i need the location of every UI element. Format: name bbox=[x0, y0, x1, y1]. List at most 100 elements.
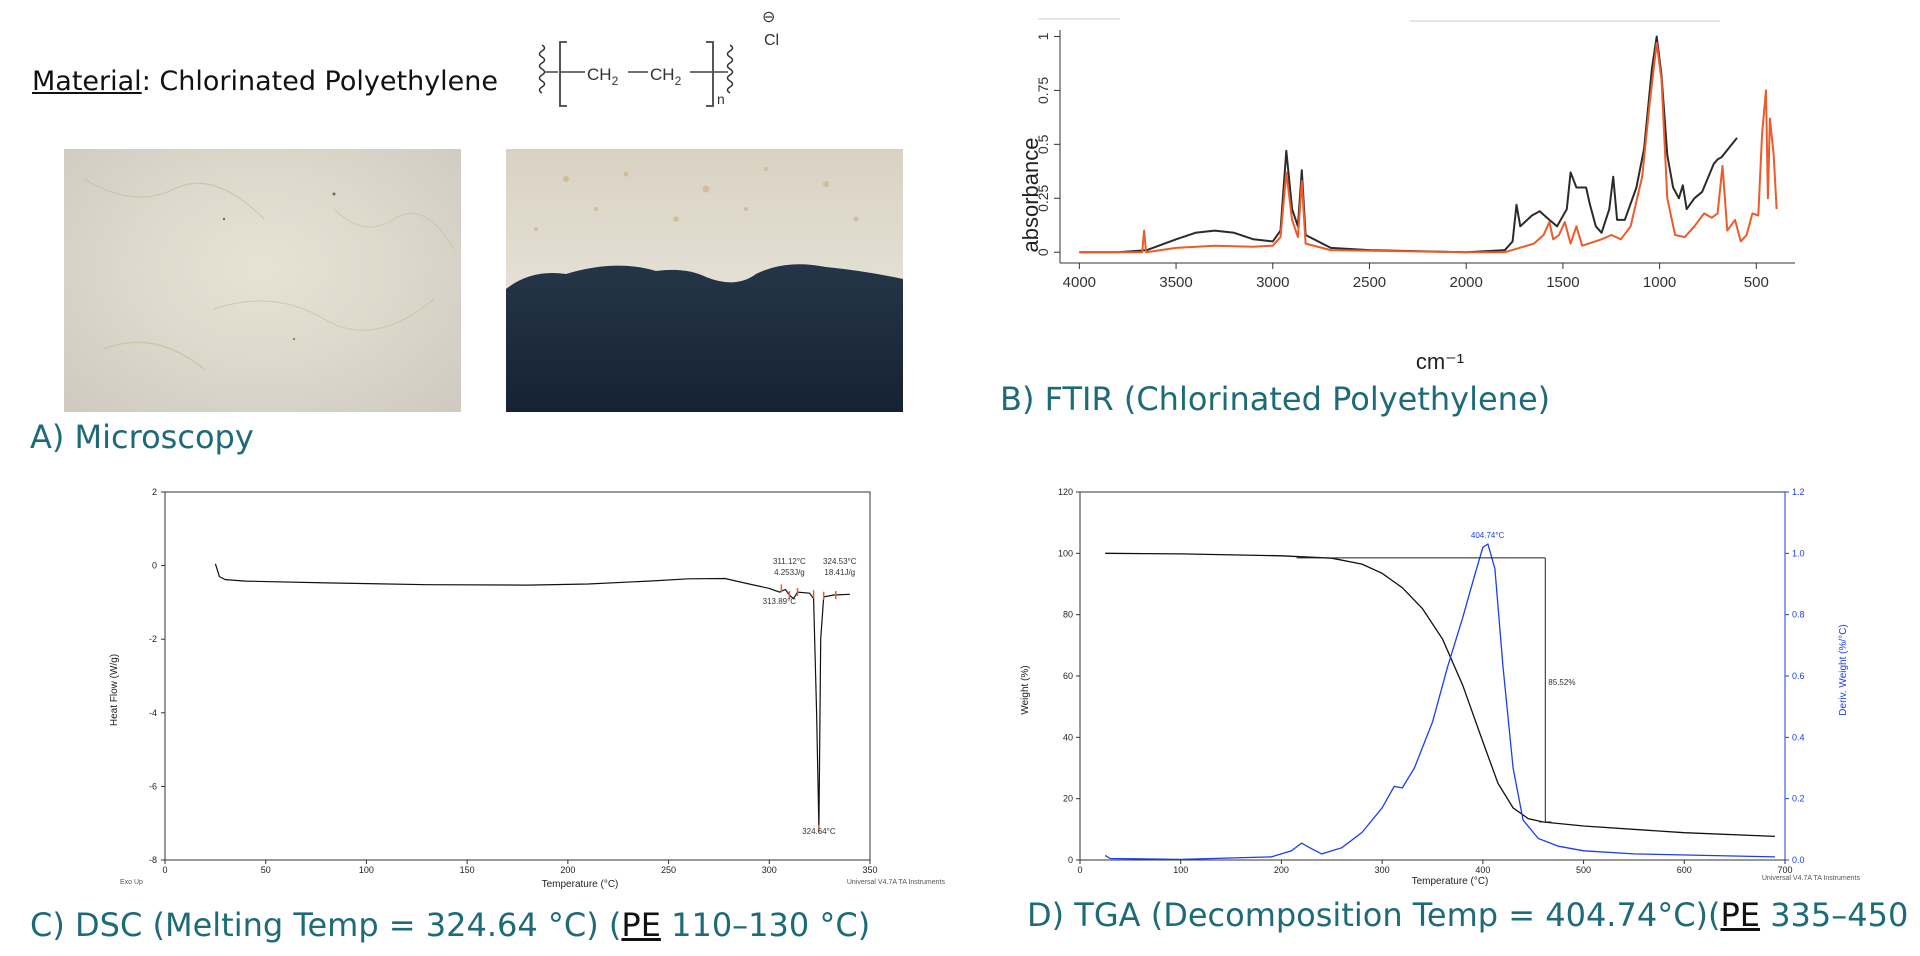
tga-annotations: 404.74°C 85.52% bbox=[1296, 531, 1575, 823]
tga-y2tick-label: 0.2 bbox=[1792, 794, 1805, 804]
dsc-frame bbox=[164, 491, 871, 861]
ftir-ytick-label: 0 bbox=[1035, 248, 1051, 256]
tga-ytick-label: 40 bbox=[1063, 732, 1073, 742]
dsc-annotation: 313.89°C bbox=[763, 597, 797, 606]
tga-chart: 0 20 40 60 80 100 120 0.0 0.2 0.4 0.6 0.8 1.0 1.2 0 100… bbox=[1020, 487, 1861, 887]
dsc-annotations: 311.12°C 4.253J/g 324.53°C 18.41J/g 313.89°C… bbox=[763, 557, 857, 836]
tga-xtick-label: 500 bbox=[1576, 865, 1591, 875]
ch2-group-1: CH bbox=[587, 65, 612, 84]
tga-xtick-label: 700 bbox=[1777, 865, 1792, 875]
dsc-ytick-label: -6 bbox=[149, 781, 157, 791]
ftir-xtick-label: 500 bbox=[1744, 274, 1769, 291]
caption-dsc-main: C) DSC (Melting Temp = 324.64 °C) ( bbox=[30, 906, 622, 944]
caption-tga-pe: PE bbox=[1720, 896, 1761, 934]
dsc-xtick-label: 350 bbox=[862, 865, 877, 875]
structural-formula: CH2 CH2 n ⊖ Cl bbox=[538, 9, 779, 107]
dsc-annotation: 324.53°C bbox=[823, 557, 857, 566]
tga-y2tick-label: 0.4 bbox=[1792, 732, 1805, 742]
material-heading: Material: Chlorinated Polyethylene bbox=[32, 66, 498, 97]
dsc-ytick-label: -2 bbox=[149, 634, 157, 644]
dsc-annotation: 311.12°C bbox=[773, 557, 806, 566]
microscopy-image-edge bbox=[506, 149, 903, 412]
tga-xtick-label: 300 bbox=[1375, 865, 1390, 875]
tga-axes: 0 20 40 60 80 100 120 0.0 0.2 0.4 0.6 0.8 1.0 1.2 0 100… bbox=[1058, 487, 1805, 875]
microscopy-image-surface bbox=[64, 149, 461, 412]
tga-y2tick-label: 1.0 bbox=[1792, 548, 1805, 558]
tga-footer-right: Universal V4.7A TA Instruments bbox=[1762, 875, 1861, 882]
caption-dsc-range: 110–130 °C) bbox=[660, 906, 871, 944]
minus-charge: ⊖ bbox=[762, 9, 775, 26]
ftir-xtick-label: 1500 bbox=[1546, 274, 1579, 291]
dsc-annotation: 4.253J/g bbox=[774, 568, 805, 577]
dsc-axes: -8 -6 -4 -2 0 2 0 50 100 150 200 250 300 350 bbox=[149, 487, 878, 875]
dsc-xtick-label: 200 bbox=[560, 865, 575, 875]
dsc-annotation: 324.64°C bbox=[802, 827, 836, 836]
ftir-series-reference bbox=[1079, 41, 1778, 254]
tga-ytick-label: 60 bbox=[1063, 671, 1073, 681]
tga-ytick-label: 120 bbox=[1058, 487, 1073, 497]
svg-text:CH2: CH2 bbox=[650, 65, 682, 88]
tga-xtick-label: 600 bbox=[1677, 865, 1692, 875]
ftir-xtick-label: 3500 bbox=[1159, 274, 1192, 291]
tga-y2tick-label: 1.2 bbox=[1792, 487, 1805, 497]
dsc-annotation: 18.41J/g bbox=[824, 568, 855, 577]
caption-tga: D) TGA (Decomposition Temp = 404.74°C)(P… bbox=[1027, 896, 1920, 934]
dsc-xtick-label: 250 bbox=[661, 865, 676, 875]
tga-xtick-label: 200 bbox=[1274, 865, 1289, 875]
ftir-xtick-label: 4000 bbox=[1063, 274, 1096, 291]
tga-loss-label: 85.52% bbox=[1548, 678, 1575, 687]
bracket-left bbox=[559, 41, 567, 107]
dsc-ytick-label: -4 bbox=[149, 708, 157, 718]
material-label: Material bbox=[32, 66, 142, 97]
dsc-series bbox=[214, 563, 850, 833]
ftir-xtick-label: 2000 bbox=[1449, 274, 1482, 291]
tga-peak-label: 404.74°C bbox=[1471, 531, 1505, 540]
ftir-ytick-label: 0.25 bbox=[1035, 184, 1051, 211]
ftir-ytick-label: 1 bbox=[1035, 32, 1051, 40]
dsc-chart: -8 -6 -4 -2 0 2 0 50 100 150 200 250 300 350 311.12°C… bbox=[109, 487, 946, 890]
caption-tga-range: 335–450 °C) bbox=[1770, 896, 1920, 934]
caption-tga-main: D) TGA (Decomposition Temp = 404.74°C)( bbox=[1027, 896, 1721, 934]
dsc-heatflow-line bbox=[214, 563, 850, 829]
wavy-bond-left bbox=[538, 44, 546, 94]
tga-ylabel: Weight (%) bbox=[1020, 665, 1031, 714]
ftir-ylabel: absorbance bbox=[1018, 138, 1043, 253]
tga-xlabel: Temperature (°C) bbox=[1412, 876, 1489, 887]
chloride-label: Cl bbox=[764, 32, 779, 49]
tga-ytick-label: 20 bbox=[1063, 794, 1073, 804]
dsc-xtick-label: 0 bbox=[162, 865, 167, 875]
material-separator: : bbox=[141, 66, 151, 97]
tga-xtick-label: 100 bbox=[1173, 865, 1188, 875]
caption-dsc: C) DSC (Melting Temp = 324.64 °C) (PE 11… bbox=[30, 906, 870, 944]
dsc-ylabel: Heat Flow (W/g) bbox=[109, 654, 120, 726]
caption-ftir: B) FTIR (Chlorinated Polyethylene) bbox=[1000, 380, 1551, 418]
dsc-ytick-label: -8 bbox=[149, 855, 157, 865]
ch2-group-2: CH bbox=[650, 65, 675, 84]
ftir-series-sample bbox=[1079, 35, 1738, 254]
ftir-xtick-label: 1000 bbox=[1643, 274, 1676, 291]
repeat-n: n bbox=[717, 91, 725, 107]
tga-y2tick-label: 0.6 bbox=[1792, 671, 1805, 681]
dsc-xlabel: Temperature (°C) bbox=[542, 879, 619, 890]
bracket-right bbox=[706, 41, 714, 107]
dsc-xtick-label: 50 bbox=[261, 865, 271, 875]
caption-dsc-pe: PE bbox=[621, 906, 661, 944]
dsc-xtick-label: 100 bbox=[359, 865, 374, 875]
dsc-footer-right: Universal V4.7A TA Instruments bbox=[847, 879, 946, 886]
tga-ytick-label: 0 bbox=[1068, 855, 1073, 865]
tga-xtick-label: 0 bbox=[1077, 865, 1082, 875]
dsc-ytick-label: 2 bbox=[152, 487, 157, 497]
dsc-xtick-label: 150 bbox=[460, 865, 475, 875]
svg-text:CH2: CH2 bbox=[587, 65, 619, 88]
ftir-axes: 0 0.25 0.5 0.75 1 4000 3500 3000 2500 2000 1500 100… bbox=[1035, 30, 1795, 291]
ftir-ytick-label: 0.75 bbox=[1035, 77, 1051, 104]
caption-microscopy: A) Microscopy bbox=[30, 418, 254, 456]
dsc-xtick-label: 300 bbox=[762, 865, 777, 875]
ftir-ytick-label: 0.5 bbox=[1035, 134, 1051, 154]
tga-ytick-label: 80 bbox=[1063, 610, 1073, 620]
ftir-xtick-label: 3000 bbox=[1256, 274, 1289, 291]
ftir-xtick-label: 2500 bbox=[1353, 274, 1386, 291]
dsc-footer-left: Exo Up bbox=[120, 879, 143, 886]
ftir-xlabel: cm⁻¹ bbox=[1416, 349, 1464, 374]
tga-y2label: Deriv. Weight (%/°C) bbox=[1838, 624, 1849, 715]
